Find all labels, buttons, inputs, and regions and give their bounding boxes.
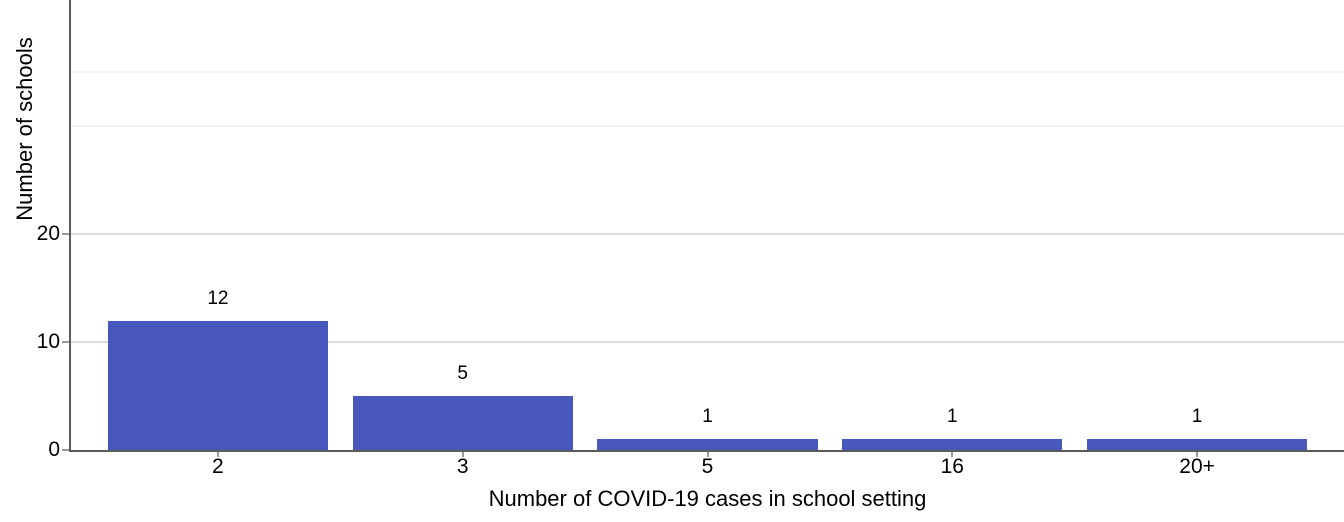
x-tick-mark xyxy=(706,452,709,457)
x-tick-label: 16 xyxy=(940,455,964,478)
y-tick-label: 20 xyxy=(36,222,60,246)
x-tick-mark xyxy=(1196,452,1199,457)
bar xyxy=(1086,439,1308,450)
x-tick-mark xyxy=(461,452,464,457)
y-axis-title: Number of schools xyxy=(12,37,37,221)
x-tick-mark xyxy=(216,452,219,457)
y-tick-mark xyxy=(62,233,69,236)
bar-value-label: 5 xyxy=(457,363,468,385)
bar-value-label: 1 xyxy=(702,406,713,428)
bar-value-label: 12 xyxy=(207,287,229,309)
y-axis-line xyxy=(69,0,71,452)
x-axis-line xyxy=(69,450,1344,452)
x-tick-label: 2 xyxy=(212,455,224,478)
bar xyxy=(597,439,818,450)
gridline-major xyxy=(71,233,1344,236)
x-tick-mark xyxy=(951,452,954,457)
bar-value-label: 1 xyxy=(947,406,958,428)
gridline-major xyxy=(71,341,1344,344)
x-tick-label: 3 xyxy=(456,455,469,478)
x-tick-label: 5 xyxy=(701,455,714,478)
x-axis-title: Number of COVID-19 cases in school setti… xyxy=(488,486,927,511)
bar-value-label: 1 xyxy=(1191,406,1203,428)
y-tick-label: 0 xyxy=(48,438,60,461)
bar xyxy=(352,396,573,450)
bar xyxy=(107,320,329,450)
gridline-faint xyxy=(71,71,1344,74)
bar xyxy=(842,439,1063,450)
gridline-faint xyxy=(71,125,1344,128)
y-tick-mark xyxy=(62,449,69,451)
y-tick-label: 10 xyxy=(36,330,60,354)
y-tick-mark xyxy=(62,341,69,344)
x-tick-label: 20+ xyxy=(1179,455,1215,478)
